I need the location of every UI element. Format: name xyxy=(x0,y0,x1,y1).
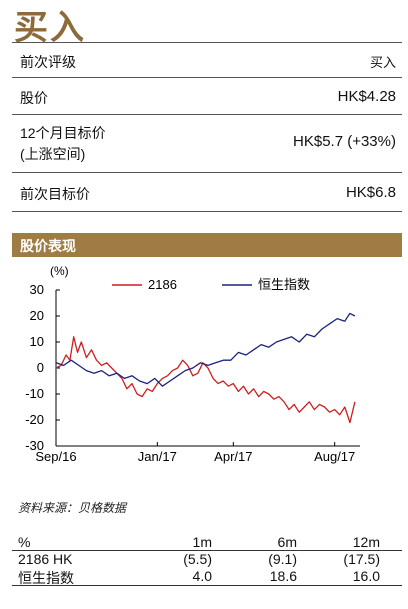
performance-table: % 1m 6m 12m 2186 HK (5.5) (9.1) (17.5) 恒… xyxy=(12,534,402,586)
table-row: 2186 HK (5.5) (9.1) (17.5) xyxy=(12,551,402,568)
info-label: 股价 xyxy=(20,90,48,106)
header-cell: 6m xyxy=(277,534,297,550)
source-note: 资料来源：贝格数据 xyxy=(18,501,127,515)
header-cell: 12m xyxy=(352,534,380,550)
header-cell: % xyxy=(18,534,31,550)
series-line-1 xyxy=(55,336,356,424)
rating-title: 买入 xyxy=(14,10,86,47)
table-cell: (17.5) xyxy=(343,551,380,567)
y-axis-label: (%) xyxy=(50,264,69,278)
table-cell: 4.0 xyxy=(192,568,212,584)
section-title: 股价表现 xyxy=(20,238,76,254)
y-tick-label: -20 xyxy=(25,412,44,427)
table-row: 恒生指数 4.0 18.6 16.0 xyxy=(12,568,402,586)
info-row-share-price: 股价 HK$4.28 xyxy=(12,77,402,114)
legend-label: 恒生指数 xyxy=(258,277,310,292)
series-line-2 xyxy=(55,312,356,387)
info-label-line2: (上涨空间) xyxy=(20,146,86,162)
info-row-target-price: 12个月目标价 (上涨空间) HK$5.7 (+33%) xyxy=(12,114,402,172)
legend-label: 2186 xyxy=(148,277,177,292)
info-label: 12个月目标价 (上涨空间) xyxy=(20,123,106,165)
y-tick-label: 20 xyxy=(30,308,44,323)
info-label: 前次评级 xyxy=(20,54,76,70)
y-tick-label: 0 xyxy=(37,360,44,375)
table-cell: 2186 HK xyxy=(18,551,73,567)
y-tick-label: -30 xyxy=(25,438,44,453)
table-cell: 恒生指数 xyxy=(18,570,74,586)
info-row-previous-rating: 前次评级 买入 xyxy=(12,42,402,77)
info-label: 前次目标价 xyxy=(20,186,90,202)
info-value: HK$6.8 xyxy=(345,184,396,201)
table-cell: (5.5) xyxy=(183,551,212,567)
header-cell: 1m xyxy=(192,534,212,550)
info-label-line1: 12个月目标价 xyxy=(20,125,106,141)
x-tick-label: Sep/16 xyxy=(35,449,76,464)
table-cell: 16.0 xyxy=(352,568,380,584)
table-cell: (9.1) xyxy=(268,551,297,567)
info-value: HK$4.28 xyxy=(337,88,396,105)
section-header: 股价表现 xyxy=(12,233,402,257)
y-tick-label: 30 xyxy=(30,282,44,297)
x-tick-label: Jan/17 xyxy=(138,449,177,464)
info-row-previous-target: 前次目标价 HK$6.8 xyxy=(12,172,402,212)
performance-header-row: % 1m 6m 12m xyxy=(12,534,402,551)
table-cell: 18.6 xyxy=(269,568,297,584)
info-value: HK$5.7 (+33%) xyxy=(293,133,396,150)
y-tick-label: 10 xyxy=(30,334,44,349)
stock-info-table: 前次评级 买入 股价 HK$4.28 12个月目标价 (上涨空间) HK$5.7… xyxy=(12,42,402,212)
y-tick-label: -10 xyxy=(25,386,44,401)
info-value: 买入 xyxy=(369,55,396,70)
x-tick-label: Apr/17 xyxy=(214,449,252,464)
x-tick-label: Aug/17 xyxy=(314,449,355,464)
